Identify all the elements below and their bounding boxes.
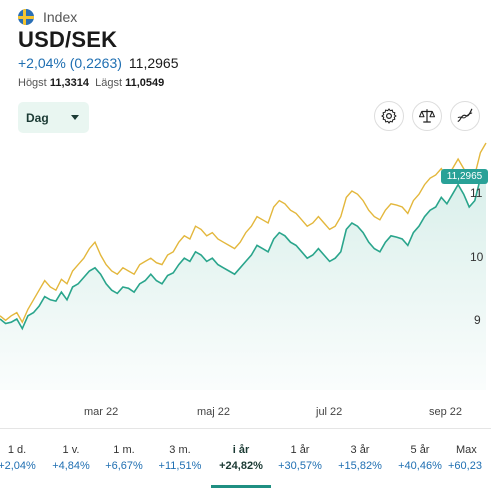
period-name: Max [456,444,477,456]
x-tick-mar: mar 22 [84,406,119,418]
index-label: Index [43,9,78,25]
period-value: +2,04% [0,460,36,472]
period-tabs: 1 d. +2,04% 1 v. +4,84% 1 m. +6,67% 3 m.… [0,442,491,486]
interval-label: Dag [26,110,49,125]
tab-1ar[interactable]: 1 år +30,57% [270,442,330,474]
period-name: 1 år [290,444,310,456]
low-value: 11,0549 [125,77,165,89]
line-chart-icon [457,108,473,122]
period-value: +60,23 [448,460,482,472]
tab-5ar[interactable]: 5 år +40,46% [390,442,450,474]
period-name: 3 m. [169,444,191,456]
divider [0,428,491,429]
period-value: +40,46% [398,460,442,472]
x-tick-sep: sep 22 [429,406,463,418]
period-name: i år [232,444,250,456]
interval-dropdown[interactable]: Dag [18,102,89,133]
period-value: +15,82% [338,460,382,472]
sweden-flag-icon [18,9,34,25]
period-value: +6,67% [105,460,143,472]
x-tick-jul: jul 22 [316,406,343,418]
period-value: +24,82% [219,460,263,472]
period-name: 5 år [410,444,430,456]
y-tick-11: 11 [470,186,483,200]
compare-button[interactable] [412,101,442,131]
y-tick-9: 9 [474,313,481,327]
primary-line [0,171,487,331]
period-value: +4,84% [52,460,90,472]
change-value: +2,04% (0,2263) [18,55,122,71]
primary-area [0,171,486,390]
page-title: USD/SEK [18,27,118,52]
tab-3m[interactable]: 3 m. +11,51% [150,442,210,474]
tab-i-ar[interactable]: i år +24,82% [211,442,271,474]
high-label: Högst [18,77,47,89]
balance-scale-icon [418,109,436,123]
index-header: Index [18,8,77,26]
gear-icon [381,108,397,124]
price-chart[interactable] [0,140,491,390]
high-value: 11,3314 [49,77,89,89]
chevron-down-icon [71,115,79,120]
x-tick-maj: maj 22 [197,406,231,418]
comparison-line [0,142,487,324]
period-name: 1 m. [113,444,135,456]
period-value: +30,57% [278,460,322,472]
tab-max[interactable]: Max +60,23 [448,442,491,474]
tab-1d[interactable]: 1 d. +2,04% [0,442,47,474]
tab-1v[interactable]: 1 v. +4,84% [41,442,101,474]
active-tab-indicator [211,485,271,488]
last-value-tag: 11,2965 [441,169,488,184]
indicators-button[interactable] [450,101,480,131]
period-name: 1 d. [7,444,27,456]
y-tick-10: 10 [470,250,484,264]
period-name: 1 v. [62,444,80,456]
settings-button[interactable] [374,101,404,131]
period-name: 3 år [350,444,370,456]
tab-3ar[interactable]: 3 år +15,82% [330,442,390,474]
period-value: +11,51% [158,460,202,472]
tab-1m[interactable]: 1 m. +6,67% [94,442,154,474]
low-label: Lägst [95,77,123,89]
high-low: Högst 11,3314 Lägst 11,0549 [18,77,164,89]
price-value: 11,2965 [128,55,179,71]
change-row: +2,04% (0,2263) 11,2965 [18,55,178,71]
